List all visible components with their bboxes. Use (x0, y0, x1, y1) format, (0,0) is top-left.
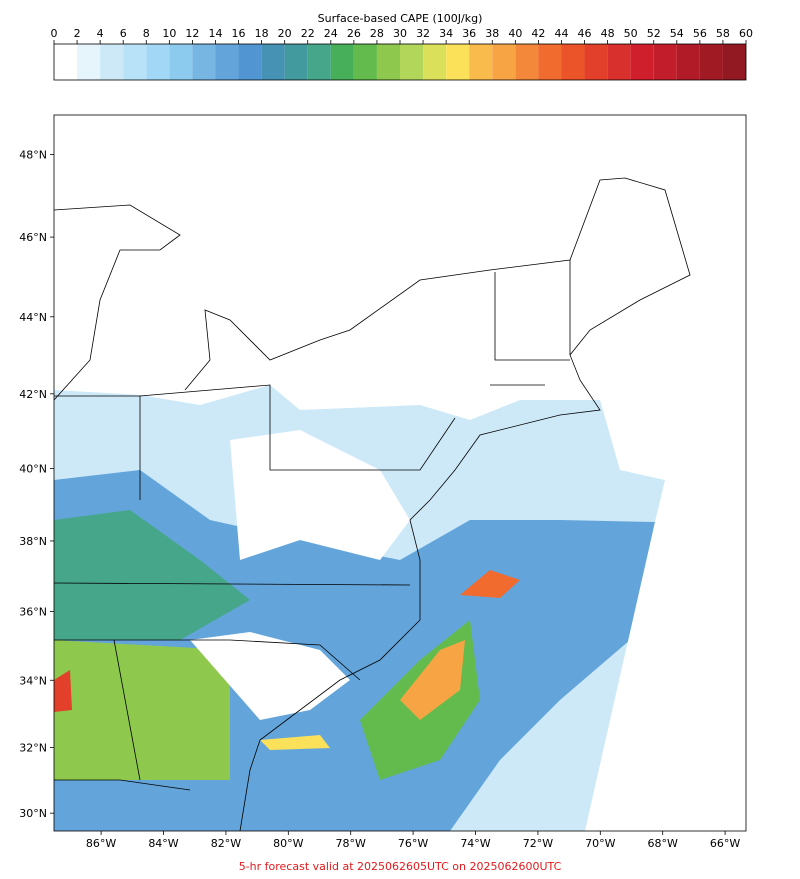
colorbar-tick-label: 22 (301, 27, 315, 40)
colorbar-bin (123, 44, 147, 80)
y-tick-label: 34°N (19, 674, 47, 687)
colorbar-tick-label: 6 (120, 27, 127, 40)
x-tick-label: 82°W (211, 837, 241, 850)
colorbar-bin (400, 44, 424, 80)
colorbar-tick-label: 20 (278, 27, 292, 40)
colorbar-tick-label: 36 (462, 27, 476, 40)
colorbar-bin (676, 44, 700, 80)
y-tick-label: 46°N (19, 231, 47, 244)
colorbar-tick-label: 18 (255, 27, 269, 40)
colorbar-tick-label: 54 (670, 27, 684, 40)
y-tick-label: 48°N (19, 149, 47, 162)
colorbar-bin (423, 44, 447, 80)
colorbar-bin (492, 44, 516, 80)
colorbar-bin (561, 44, 585, 80)
x-tick-label: 74°W (460, 837, 490, 850)
colorbar-bin (607, 44, 631, 80)
colorbar-bin (261, 44, 285, 80)
colorbar-tick-label: 30 (393, 27, 407, 40)
land-clear (230, 430, 410, 560)
colorbar-bin (284, 44, 308, 80)
colorbar-bin (100, 44, 124, 80)
colorbar-bin (330, 44, 354, 80)
colorbar-bin (446, 44, 470, 80)
footer-caption: 5-hr forecast valid at 2025062605UTC on … (239, 860, 562, 873)
colorbar-tick-label: 50 (624, 27, 638, 40)
colorbar-tick-label: 46 (578, 27, 592, 40)
colorbar-bin (722, 44, 746, 80)
colorbar-tick-label: 2 (74, 27, 81, 40)
y-tick-label: 44°N (19, 311, 47, 324)
colorbar-tick-label: 24 (324, 27, 338, 40)
colorbar-tick-label: 32 (416, 27, 430, 40)
boundaries (54, 177, 691, 831)
colorbar-tick-label: 56 (693, 27, 707, 40)
colorbar-tick-label: 8 (143, 27, 150, 40)
colorbar-bin (699, 44, 723, 80)
colorbar-bin (54, 44, 78, 80)
colorbar-tick-label: 4 (97, 27, 104, 40)
colorbar-tick-label: 58 (716, 27, 730, 40)
cape-green (54, 510, 250, 640)
no-data (585, 522, 746, 831)
cape-field (54, 385, 746, 831)
colorbar-bin (584, 44, 608, 80)
colorbar-bin (169, 44, 193, 80)
colorbar-tick-label: 0 (51, 27, 58, 40)
colorbar-tick-label: 14 (208, 27, 222, 40)
cape-high (460, 570, 520, 598)
y-tick-label: 42°N (19, 388, 47, 401)
colorbar-bin (215, 44, 239, 80)
colorbar-bin (307, 44, 331, 80)
y-tick-label: 38°N (19, 535, 47, 548)
x-tick-label: 78°W (336, 837, 366, 850)
colorbar-tick-label: 10 (162, 27, 176, 40)
colorbar-bin (77, 44, 101, 80)
colorbar-tick-label: 52 (647, 27, 661, 40)
colorbar-bin (630, 44, 654, 80)
x-tick-label: 80°W (273, 837, 303, 850)
colorbar-tick-label: 34 (439, 27, 453, 40)
x-tick-label: 66°W (710, 837, 740, 850)
y-tick-label: 30°N (19, 807, 47, 820)
map-frame (53, 114, 747, 832)
colorbar-tick-label: 42 (531, 27, 545, 40)
cape-high (260, 735, 330, 750)
colorbar-tick-label: 16 (232, 27, 246, 40)
colorbar-tick-label: 48 (601, 27, 615, 40)
colorbar-bin (146, 44, 170, 80)
y-tick-label: 36°N (19, 605, 47, 618)
x-tick-label: 84°W (148, 837, 178, 850)
colorbar-bin (192, 44, 216, 80)
colorbar: 0 2 4 6 8 10 12 14 16 18 20 22 24 26 28 30 32 34 36 38 40 42 4… (51, 27, 753, 81)
cape-green (54, 640, 230, 780)
colorbar-bin (515, 44, 539, 80)
x-tick-label: 72°W (523, 837, 553, 850)
colorbar-tick-label: 28 (370, 27, 384, 40)
cape-high (400, 640, 465, 720)
colorbar-tick-label: 40 (508, 27, 522, 40)
colorbar-bin (353, 44, 377, 80)
x-tick-label: 70°W (585, 837, 615, 850)
colorbar-bin (238, 44, 262, 80)
colorbar-tick-label: 44 (554, 27, 568, 40)
land-clear (190, 632, 350, 720)
colorbar-label: Surface-based CAPE (100J/kg) (318, 12, 483, 25)
colorbar-bin (376, 44, 400, 80)
colorbar-tick-label: 38 (485, 27, 499, 40)
y-tick-label: 32°N (19, 741, 47, 754)
x-tick-label: 86°W (86, 837, 116, 850)
colorbar-bin (469, 44, 493, 80)
x-tick-label: 68°W (648, 837, 678, 850)
colorbar-tick-label: 60 (739, 27, 753, 40)
cape-high (54, 670, 72, 712)
map-axes: 86°W 84°W 82°W 80°W 78°W 76°W 74°W 72°W 70°W 68°W… (19, 149, 740, 850)
colorbar-tick-label: 26 (347, 27, 361, 40)
x-tick-label: 76°W (398, 837, 428, 850)
colorbar-bin (653, 44, 677, 80)
colorbar-bin (538, 44, 562, 80)
y-tick-label: 40°N (19, 462, 47, 475)
colorbar-tick-label: 12 (185, 27, 199, 40)
